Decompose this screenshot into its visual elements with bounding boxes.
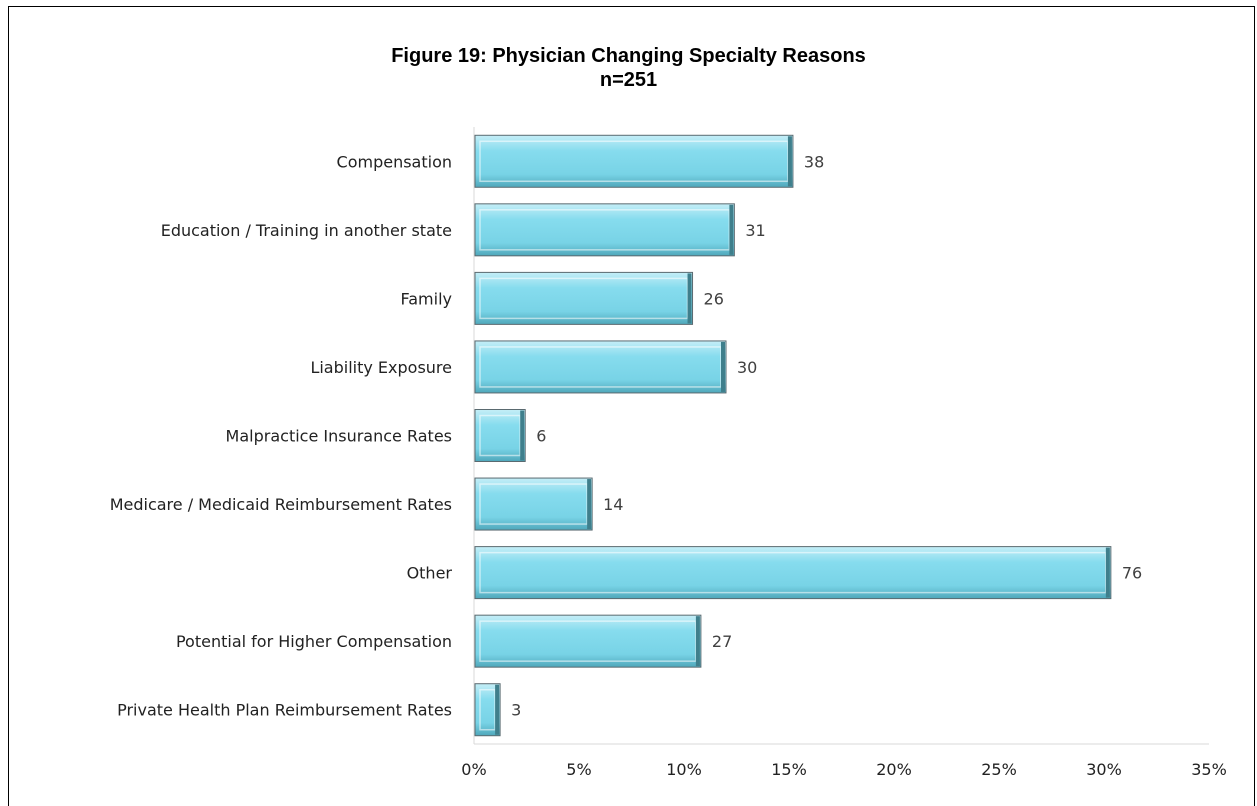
bar xyxy=(474,546,1112,600)
chart-subtitle: n=251 xyxy=(599,69,658,91)
bar-group xyxy=(474,477,593,531)
x-tick-label: 25% xyxy=(981,760,1017,779)
x-tick-label: 35% xyxy=(1191,760,1227,779)
bar-edge xyxy=(495,684,500,735)
x-tick-label: 10% xyxy=(666,760,702,779)
data-label: 14 xyxy=(603,495,623,514)
x-tick-label: 30% xyxy=(1086,760,1122,779)
data-label: 76 xyxy=(1122,564,1142,583)
bar-group xyxy=(474,683,501,737)
chart-frame xyxy=(8,6,1255,806)
bar xyxy=(474,203,735,257)
category-label: Liability Exposure xyxy=(310,358,452,377)
bar xyxy=(474,614,702,668)
bar-edge xyxy=(729,204,734,255)
bar-group xyxy=(474,134,794,188)
data-label: 26 xyxy=(704,289,724,308)
bar-edge xyxy=(520,410,525,461)
axis-layer xyxy=(473,127,1209,745)
bar xyxy=(474,134,794,188)
data-label: 38 xyxy=(804,152,824,171)
x-tick-label: 5% xyxy=(566,760,591,779)
category-label: Education / Training in another state xyxy=(161,221,452,240)
bar-edge xyxy=(1105,547,1110,598)
bar-edge xyxy=(787,136,792,187)
labels-layer: Compensation 38 Education / Training in an… xyxy=(110,152,1227,779)
bar xyxy=(474,409,526,462)
bar-group xyxy=(474,546,1112,600)
data-label: 31 xyxy=(745,221,765,240)
bar-group xyxy=(474,271,694,325)
bar-edge xyxy=(687,273,692,324)
bar xyxy=(474,340,727,394)
category-label: Compensation xyxy=(337,152,452,171)
bar-edge xyxy=(587,479,592,530)
data-label: 3 xyxy=(511,701,521,720)
category-label: Medicare / Medicaid Reimbursement Rates xyxy=(110,495,452,514)
data-label: 6 xyxy=(536,427,546,446)
bar-edge xyxy=(720,341,725,392)
x-tick-label: 0% xyxy=(461,760,486,779)
data-label: 27 xyxy=(712,632,732,651)
bar xyxy=(474,271,694,325)
bar-group xyxy=(474,614,702,668)
category-label: Private Health Plan Reimbursement Rates xyxy=(117,701,452,720)
category-label: Potential for Higher Compensation xyxy=(176,632,452,651)
bars-layer xyxy=(474,134,1112,737)
bar-group xyxy=(474,203,735,257)
bar xyxy=(474,477,593,531)
bar-group xyxy=(474,340,727,394)
category-label: Other xyxy=(407,564,453,583)
chart-title-block: Figure 19: Physician Changing Specialty … xyxy=(0,44,1257,92)
data-label: 30 xyxy=(737,358,757,377)
category-label: Family xyxy=(401,289,452,308)
bar-edge xyxy=(695,616,700,667)
bar-group xyxy=(474,409,526,462)
chart-title: Figure 19: Physician Changing Specialty … xyxy=(391,45,866,67)
category-label: Malpractice Insurance Rates xyxy=(226,427,452,446)
x-tick-label: 15% xyxy=(771,760,807,779)
x-tick-label: 20% xyxy=(876,760,912,779)
